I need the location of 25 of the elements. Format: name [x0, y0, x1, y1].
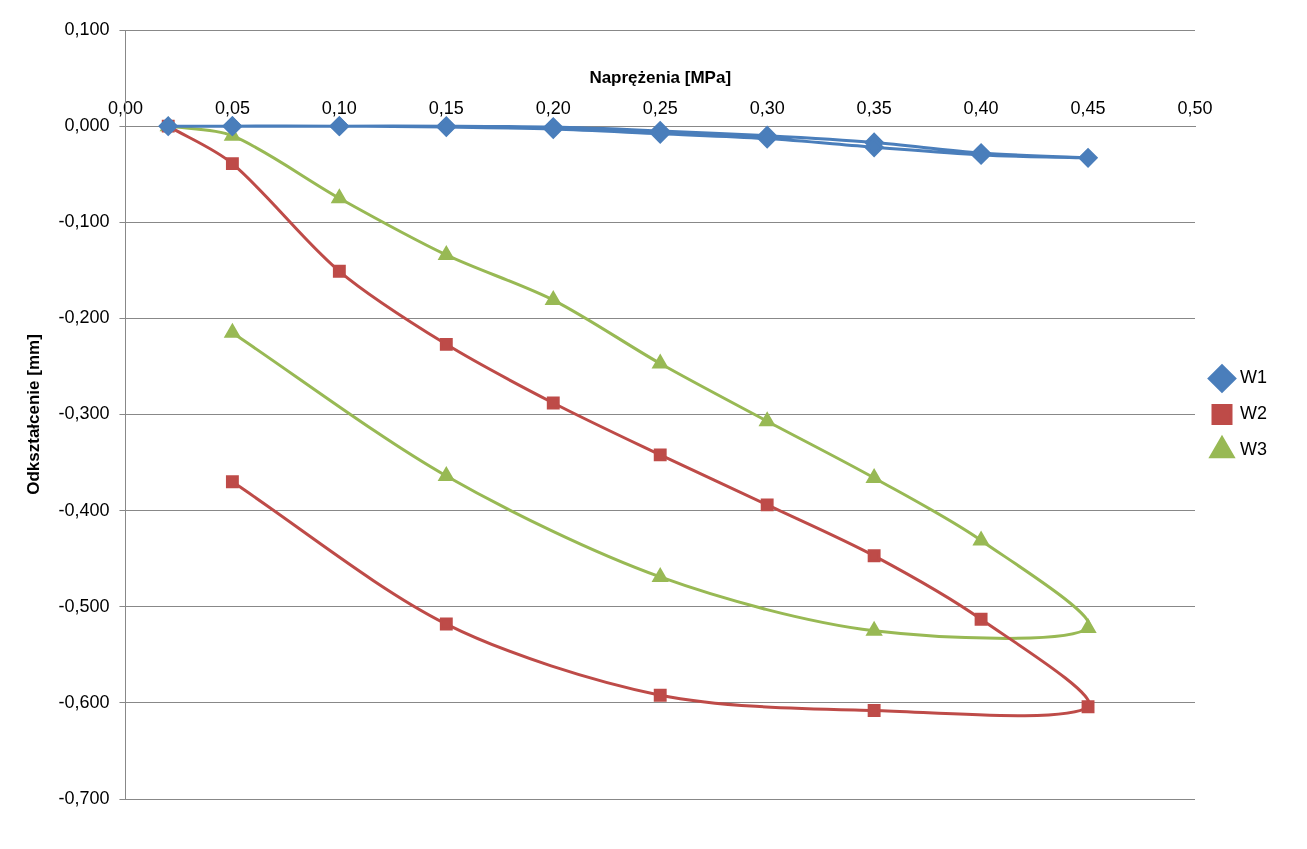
x-tick-label: 0,50: [1177, 97, 1213, 118]
x-tick-label: 0,40: [963, 97, 999, 118]
y-axis-title: Odkształcenie [mm]: [23, 334, 43, 495]
y-tick-label: -0,200: [58, 307, 110, 328]
x-axis-title: Naprężenia [MPa]: [589, 67, 732, 87]
x-tick-label: 0,20: [535, 97, 571, 118]
legend-label: W3: [1240, 439, 1267, 460]
x-tick-label: 0,25: [642, 97, 678, 118]
y-tick-label: -0,600: [58, 691, 110, 712]
x-tick-label: 0,05: [214, 97, 250, 118]
y-tick-label: -0,300: [58, 403, 110, 424]
x-tick-label: 0,00: [107, 97, 143, 118]
y-tick-label: -0,500: [58, 595, 110, 616]
x-tick-label: 0,10: [321, 97, 357, 118]
x-tick-label: 0,45: [1070, 97, 1106, 118]
y-tick-label: -0,400: [58, 499, 110, 520]
x-tick-label: 0,30: [749, 97, 785, 118]
y-tick-label: -0,100: [58, 211, 110, 232]
x-tick-label: 0,35: [856, 97, 892, 118]
legend-label: W2: [1240, 403, 1267, 424]
legend-label: W1: [1240, 367, 1267, 388]
y-tick-label: 0,100: [64, 18, 110, 39]
y-tick-label: -0,700: [58, 787, 110, 808]
y-tick-label: 0,000: [64, 115, 110, 136]
x-tick-label: 0,15: [428, 97, 464, 118]
